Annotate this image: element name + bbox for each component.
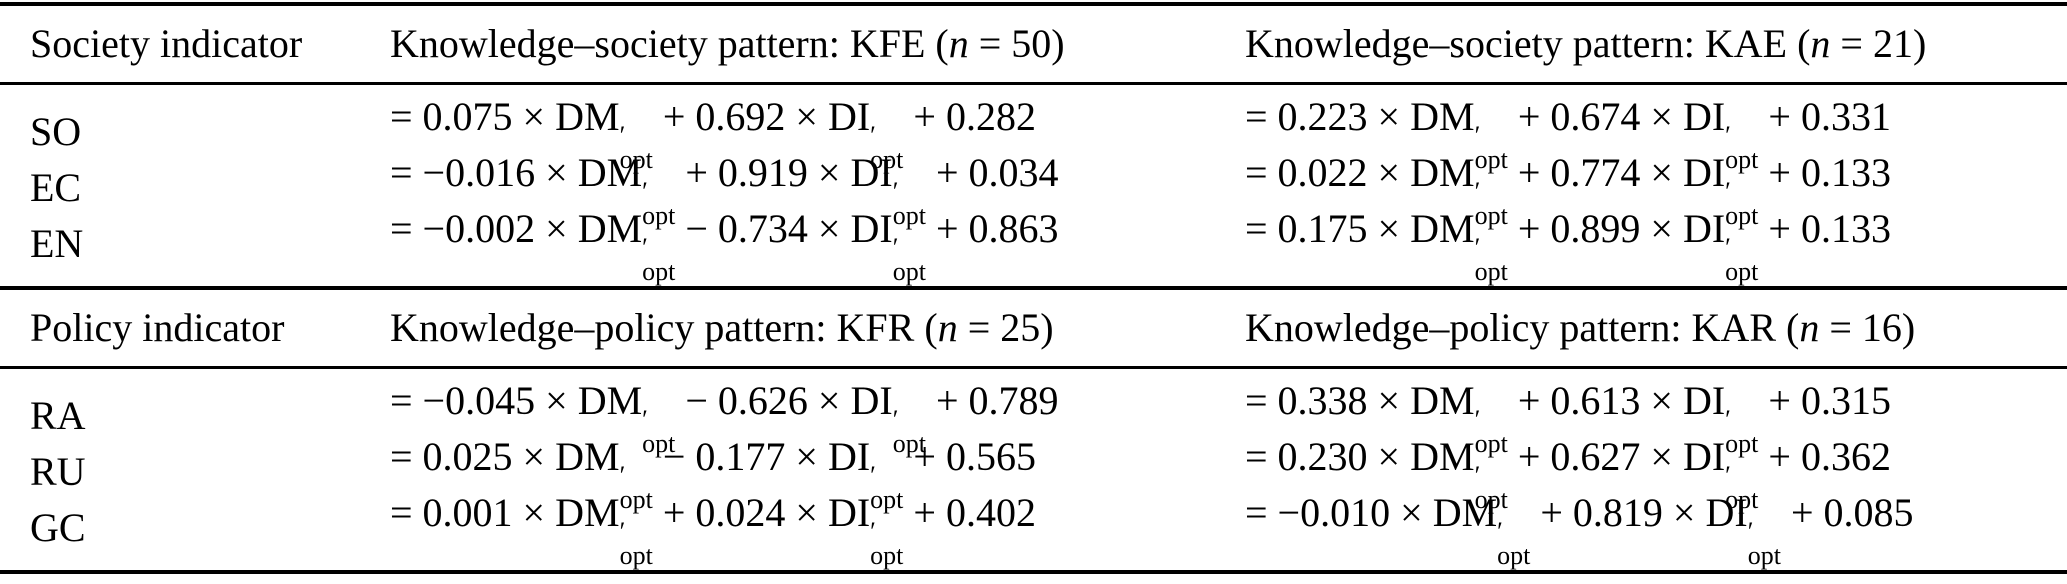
equation-en-kae: = 0.175 × DM ′ opt + 0.899 × DI ′ opt + 0.13… <box>1245 206 1891 286</box>
math-variable: DI ′ opt <box>1682 94 1759 174</box>
header-text: = 16) <box>1819 305 1916 350</box>
math-variable: DI ′ opt <box>1682 150 1759 230</box>
indicator-label-so: SO <box>30 109 82 154</box>
math-variable: DI ′ opt <box>1682 434 1759 514</box>
policy-body: RA = −0.045 × DM ′ opt − 0.626 × DI ′ opt + … <box>0 369 2067 570</box>
prime-opt-subscript: ′ opt <box>1497 517 1531 570</box>
math-variable: DM ′ opt <box>1410 378 1508 458</box>
math-variable: DM ′ opt <box>555 490 653 570</box>
prime-opt-subscript: ′ opt <box>619 517 653 570</box>
equation-gc-kfr: = 0.001 × DM ′ opt + 0.024 × DI ′ opt + 0.40… <box>390 490 1036 570</box>
math-variable: DM ′ opt <box>577 206 676 286</box>
indicator-label-gc: GC <box>30 505 86 550</box>
column-header-kfe: Knowledge–society pattern: KFE (n = 50) <box>390 24 1245 64</box>
prime-opt-subscript: ′ opt <box>1725 233 1759 286</box>
math-variable: DI ′ opt <box>850 206 926 286</box>
column-header-kar: Knowledge–policy pattern: KAR (n = 16) <box>1245 308 2067 348</box>
equation-ra-kar: = 0.338 × DM ′ opt + 0.613 × DI ′ opt + 0.31… <box>1245 378 1891 458</box>
society-body: SO = 0.075 × DM ′ opt + 0.692 × DI ′ opt + 0… <box>0 85 2067 286</box>
math-variable: DM ′ opt <box>1410 94 1508 174</box>
math-variable: DI ′ opt <box>1705 490 1781 570</box>
equation-ru-kfr: = 0.025 × DM ′ opt − 0.177 × DI ′ opt + 0.56… <box>390 434 1036 514</box>
header-text: Knowledge–society pattern: KAE ( <box>1245 21 1811 66</box>
math-variable: DM ′ opt <box>577 378 676 458</box>
math-variable: DI ′ opt <box>850 378 926 458</box>
table-row: EN = −0.002 × DM ′ opt − 0.734 × DI ′ opt + … <box>0 209 2067 285</box>
table-row: GC = 0.001 × DM ′ opt + 0.024 × DI ′ opt + 0… <box>0 493 2067 569</box>
n-variable: n <box>948 21 969 66</box>
math-variable: DM ′ opt <box>555 434 653 514</box>
table-row: SO = 0.075 × DM ′ opt + 0.692 × DI ′ opt + 0… <box>0 94 2067 174</box>
prime-opt-subscript: ′ opt <box>870 517 904 570</box>
prime-opt-subscript: ′ opt <box>642 233 676 286</box>
n-variable: n <box>1799 305 1820 350</box>
math-variable: DM ′ opt <box>1432 490 1531 570</box>
indicator-label-en: EN <box>30 221 84 266</box>
equation-en-kfe: = −0.002 × DM ′ opt − 0.734 × DI ′ opt + 0.8… <box>390 206 1059 286</box>
header-text: Knowledge–policy pattern: KFR ( <box>390 305 938 350</box>
math-variable: DI ′ opt <box>850 150 926 230</box>
column-header-policy-indicator: Policy indicator <box>30 305 285 350</box>
table-row: RA = −0.045 × DM ′ opt − 0.626 × DI ′ opt + … <box>0 381 2067 457</box>
indicator-label-ru: RU <box>30 449 86 494</box>
table-row: EC = −0.016 × DM ′ opt + 0.919 × DI ′ opt + … <box>0 150 2067 230</box>
math-variable: DM ′ opt <box>1410 434 1508 514</box>
math-variable: DM ′ opt <box>1410 150 1508 230</box>
indicator-label-ra: RA <box>30 393 86 438</box>
section-divider-rule <box>0 286 2067 290</box>
n-variable: n <box>937 305 958 350</box>
math-variable: DI ′ opt <box>827 490 904 570</box>
math-variable: DI ′ opt <box>827 94 904 174</box>
table-bottom-rule <box>0 570 2067 574</box>
policy-header-rule <box>0 366 2067 369</box>
equation-ra-kfr: = −0.045 × DM ′ opt − 0.626 × DI ′ opt + 0.7… <box>390 378 1059 458</box>
equation-so-kfe: = 0.075 × DM ′ opt + 0.692 × DI ′ opt + 0.28… <box>390 94 1036 174</box>
column-header-kae: Knowledge–society pattern: KAE (n = 21) <box>1245 24 2067 64</box>
math-variable: DI ′ opt <box>827 434 904 514</box>
math-variable: DI ′ opt <box>1682 206 1759 286</box>
header-text: Knowledge–society pattern: KFE ( <box>390 21 949 66</box>
math-variable: DM ′ opt <box>577 150 676 230</box>
table-row: RU = 0.025 × DM ′ opt − 0.177 × DI ′ opt + 0… <box>0 437 2067 513</box>
policy-header-row: Policy indicator Knowledge–policy patter… <box>0 290 2067 366</box>
header-text: = 50) <box>968 21 1065 66</box>
prime-opt-subscript: ′ opt <box>1747 517 1781 570</box>
equation-ru-kar: = 0.230 × DM ′ opt + 0.627 × DI ′ opt + 0.36… <box>1245 434 1891 514</box>
n-variable: n <box>1810 21 1831 66</box>
society-header-rule <box>0 82 2067 85</box>
header-text: = 25) <box>957 305 1054 350</box>
society-header-row: Society indicator Knowledge–society patt… <box>0 6 2067 82</box>
prime-opt-subscript: ′ opt <box>1474 233 1508 286</box>
column-header-kfr: Knowledge–policy pattern: KFR (n = 25) <box>390 308 1245 348</box>
header-text: = 21) <box>1830 21 1927 66</box>
math-variable: DI ′ opt <box>1682 378 1759 458</box>
equation-ec-kfe: = −0.016 × DM ′ opt + 0.919 × DI ′ opt + 0.0… <box>390 150 1059 230</box>
header-text: Knowledge–policy pattern: KAR ( <box>1245 305 1800 350</box>
column-header-society-indicator: Society indicator <box>30 21 303 66</box>
equation-gc-kar: = −0.010 × DM ′ opt + 0.819 × DI ′ opt + 0.0… <box>1245 490 1914 570</box>
math-variable: DM ′ opt <box>1410 206 1508 286</box>
prime-opt-subscript: ′ opt <box>892 233 926 286</box>
math-variable: DM ′ opt <box>555 94 653 174</box>
indicator-label-ec: EC <box>30 165 82 210</box>
table-top-rule <box>0 2 2067 6</box>
